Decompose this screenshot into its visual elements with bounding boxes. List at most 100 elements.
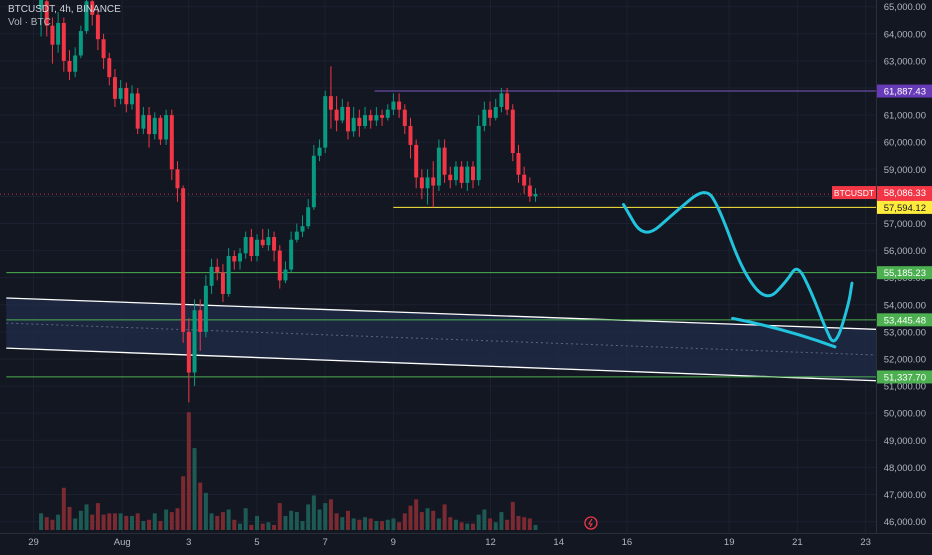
candle-body [448,174,453,181]
volume-legend[interactable]: Vol · BTC [8,17,51,28]
volume-bar [186,412,191,530]
candle-body [181,188,186,332]
candle-body [84,1,89,32]
level-price-label: 55,185.23 [877,266,932,280]
candle-body [112,77,117,99]
price-tick-label: 56,000.00 [884,246,926,257]
level-tag-text: 51,337.70 [884,372,926,383]
candle-body [272,237,277,251]
candle-body [516,153,521,175]
candle-body [209,266,214,286]
volume-bar [516,515,521,530]
channel [6,297,932,384]
volume-bars [39,412,538,530]
candle-body [118,88,123,99]
time-tick-label: 12 [485,537,496,548]
volume-bar [283,515,288,530]
volume-bar [237,523,242,530]
channel-fill [6,298,932,383]
volume-bar [203,492,208,530]
candle-body [311,155,316,208]
time-tick-label: 16 [622,537,633,548]
time-tick-label: 21 [792,537,803,548]
price-tick-label: 60,000.00 [884,138,926,149]
candle-body [527,185,532,197]
candle-body [61,22,66,61]
volume-bar [357,519,362,530]
volume-bar [198,482,203,530]
candle-body [67,60,72,72]
volume-bar [493,522,498,530]
volume-bar [414,499,419,530]
projection-arrow-tail [731,316,837,349]
volume-bar [101,514,106,530]
candle-body [152,117,157,135]
volume-bar [50,519,55,530]
candle-body [306,207,311,227]
candle-body [442,147,447,175]
price-tick-label: 65,000.00 [884,2,926,13]
time-tick-label: Aug [114,537,131,548]
candle-body [124,88,129,105]
volume-bar [169,512,174,530]
volume-bar [289,510,294,530]
candle-body [243,237,248,254]
candle-body [351,117,356,132]
volume-bar [363,517,368,530]
level-tag [877,370,932,384]
volume-bar [39,513,44,530]
candle-body [363,115,368,126]
price-tick-label: 50,000.00 [884,409,926,420]
candle-body [476,125,481,181]
time-tick-label: 29 [28,537,39,548]
time-tick-label: 5 [254,537,259,548]
volume-bar [192,448,197,530]
last-price-value: 58,086.33 [884,188,926,199]
symbol-info[interactable]: BTCUSDT, 4h, BINANCE [8,4,121,15]
volume-bar [215,515,220,530]
candle-body [436,147,441,186]
volume-bar [317,509,322,530]
level-tag-text: 53,445.48 [884,315,926,326]
volume-bar [147,519,152,530]
volume-bar [78,510,83,530]
volume-bar [277,503,282,530]
price-tick-label: 61,000.00 [884,111,926,122]
chart-legend: BTCUSDT, 4h, BINANCE Vol · BTC [8,3,121,29]
volume-bar [243,508,248,530]
volume-bar [124,515,129,530]
price-tick-label: 51,000.00 [884,382,926,393]
price-tick-label: 53,000.00 [884,327,926,338]
price-tick-label: 49,000.00 [884,436,926,447]
channel-lower-line [6,347,932,384]
volume-bar [209,513,214,530]
volume-bar [226,509,231,530]
candle-body [130,93,135,105]
volume-bar [272,524,277,530]
projection-path [622,191,854,349]
time-scale-bg [0,533,932,550]
time-tick-label: 19 [724,537,735,548]
volume-bar [164,509,169,530]
volume-bar [306,504,311,530]
projection-line [622,191,854,343]
candle-body [522,174,527,186]
candle-body [203,285,208,332]
candle-body [232,256,237,262]
time-scale[interactable]: 29 Aug 3 5 7 9 12 14 16 19 21 23 [0,533,932,550]
candle-body [266,237,271,246]
volume-bar [130,515,135,530]
price-tick-label: 46,000.00 [884,517,926,528]
volume-bar [522,517,527,530]
candle-body [323,96,328,148]
volume-bar [380,521,385,530]
level-price-label: 61,887.43 [877,84,932,98]
volume-bar [442,504,447,530]
candle-body [374,115,379,121]
volume-bar [374,521,379,530]
candle-body [237,253,242,262]
candle-body [419,177,424,189]
volume-bar [391,518,396,530]
